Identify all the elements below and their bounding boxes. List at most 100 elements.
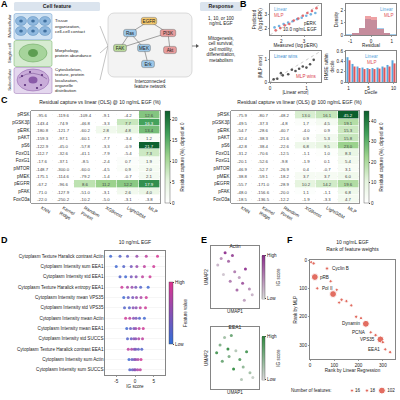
- svg-text:pFAK: pFAK: [218, 189, 230, 194]
- svg-text:-109.4: -109.4: [79, 113, 92, 118]
- svg-text:pFAK: pFAK: [18, 189, 30, 194]
- svg-text:1.2: 1.2: [146, 136, 153, 141]
- svg-text:10: 10: [371, 180, 377, 185]
- svg-text:Cyclin B: Cyclin B: [332, 266, 349, 271]
- svg-text:-38.8: -38.8: [237, 174, 247, 179]
- svg-text:-5: -5: [114, 379, 119, 384]
- svg-text:0.7: 0.7: [125, 159, 132, 164]
- svg-text:19.6: 19.6: [344, 182, 353, 187]
- svg-text:2.1: 2.1: [146, 174, 153, 179]
- svg-text:-40.7: -40.7: [279, 128, 289, 133]
- svg-text:5: 5: [172, 180, 175, 185]
- svg-text:Cytoplasm Intensity std EEA1: Cytoplasm Intensity std EEA1: [43, 274, 104, 279]
- svg-text:-48.0: -48.0: [237, 190, 247, 195]
- svg-text:-46.9: -46.9: [237, 167, 247, 172]
- svg-text:-20.0: -20.0: [279, 190, 289, 195]
- svg-text:23.0: 23.0: [344, 144, 353, 149]
- svg-text:-119.6: -119.6: [57, 113, 69, 118]
- svg-text:Low: Low: [175, 342, 184, 347]
- svg-text:IG score: IG score: [276, 349, 281, 367]
- svg-text:IG score: IG score: [126, 384, 144, 389]
- svg-text:-1.9: -1.9: [302, 159, 310, 164]
- svg-text:RandomForest: RandomForest: [80, 205, 101, 223]
- svg-text:-75.9: -75.9: [237, 113, 247, 118]
- svg-text:FoxO3a: FoxO3a: [13, 197, 30, 202]
- svg-text:-26.9: -26.9: [279, 167, 289, 172]
- svg-text:1.7: 1.7: [303, 121, 310, 126]
- svg-text:3: 3: [264, 12, 267, 17]
- svg-text:4.0: 4.0: [146, 190, 153, 195]
- svg-text:-12.5: -12.5: [279, 151, 289, 156]
- svg-text:|MLP error|: |MLP error|: [258, 55, 263, 78]
- svg-text:Residual: Residual: [362, 43, 380, 48]
- svg-text:-49.5: -49.5: [237, 121, 247, 126]
- svg-text:-60.0: -60.0: [80, 167, 90, 172]
- svg-text:-4.8: -4.8: [280, 121, 288, 126]
- svg-text:30: 30: [371, 139, 377, 144]
- svg-text:0: 0: [370, 39, 373, 44]
- svg-text:0.2: 0.2: [337, 69, 344, 74]
- svg-text:Feature value: Feature value: [183, 299, 188, 328]
- svg-text:MLP: MLP: [148, 205, 159, 214]
- svg-text:PI3K: PI3K: [163, 31, 174, 36]
- svg-text:UMAP2: UMAP2: [204, 350, 209, 366]
- svg-text:-60.2: -60.2: [80, 128, 90, 133]
- svg-text:7.3: 7.3: [146, 151, 153, 156]
- svg-text:6.8: 6.8: [303, 144, 310, 149]
- svg-text:UMAP1: UMAP1: [227, 309, 243, 314]
- svg-text:10: 10: [172, 159, 178, 164]
- svg-text:pEGFR: pEGFR: [14, 181, 30, 186]
- svg-text:-38.3: -38.3: [258, 136, 268, 141]
- svg-text:Rank by MLP: Rank by MLP: [293, 296, 298, 324]
- svg-text:pERK: pERK: [18, 128, 31, 133]
- svg-text:1.9: 1.9: [146, 159, 153, 164]
- svg-text:Cytoskeleton,texture, proteinl: Cytoskeleton,texture, proteinlocalizatio…: [55, 67, 85, 93]
- svg-text:pRSK: pRSK: [18, 112, 31, 117]
- svg-text:16.1: 16.1: [323, 113, 332, 118]
- svg-text:7.7: 7.7: [125, 121, 132, 126]
- svg-text:15: 15: [172, 138, 178, 143]
- svg-text:-3.3: -3.3: [102, 144, 110, 149]
- svg-text:-1.1: -1.1: [323, 190, 331, 195]
- svg-text:13.0: 13.0: [302, 113, 311, 118]
- svg-text:Cytoplasm Texture Haralick con: Cytoplasm Texture Haralick contrast Acti…: [19, 254, 104, 259]
- svg-text:pMEK: pMEK: [217, 174, 230, 179]
- svg-text:-148.7: -148.7: [36, 167, 49, 172]
- svg-text:Measured (log pERK): Measured (log pERK): [273, 43, 318, 48]
- svg-text:Dynamin: Dynamin: [342, 321, 361, 326]
- svg-text:-18.2: -18.2: [279, 174, 289, 179]
- svg-text:14.2: 14.2: [323, 182, 332, 187]
- svg-text:UMAP2: UMAP2: [204, 269, 209, 285]
- svg-text:Cytoplasm Texture Haralick ent: Cytoplasm Texture Haralick entropy EEA1: [18, 285, 104, 290]
- svg-text:pAKT: pAKT: [218, 135, 230, 140]
- svg-text:13.4: 13.4: [145, 128, 154, 133]
- svg-text:-171.0: -171.0: [257, 182, 270, 187]
- svg-text:2.0: 2.0: [146, 167, 153, 172]
- svg-text:pRB: pRB: [320, 275, 329, 280]
- svg-text:-67.2: -67.2: [37, 182, 47, 187]
- svg-text:KNN: KNN: [40, 205, 51, 214]
- svg-text:Low: Low: [267, 296, 276, 301]
- svg-text:-127.9: -127.9: [57, 190, 70, 195]
- svg-text:FoxO1: FoxO1: [216, 151, 230, 156]
- svg-text:-21.6: -21.6: [279, 136, 289, 141]
- svg-text:Tissueorganization,cell-cell c: Tissueorganization,cell-cell contact: [55, 18, 86, 34]
- svg-text:VPS35: VPS35: [360, 337, 375, 342]
- svg-text:2: 2: [340, 8, 343, 13]
- svg-text:0: 0: [264, 80, 267, 85]
- svg-text:Residual capture (%), clipped: Residual capture (%), clipped at 0: [379, 122, 384, 191]
- svg-text:-96.6: -96.6: [58, 182, 68, 187]
- svg-text:XGBoost: XGBoost: [105, 205, 124, 219]
- svg-text:Predicted(log pERK): Predicted(log pERK): [252, 8, 263, 31]
- svg-text:MLP: MLP: [347, 205, 358, 214]
- svg-text:-3.8: -3.8: [145, 197, 153, 202]
- svg-text:16: 16: [355, 388, 361, 393]
- svg-text:-0.7: -0.7: [323, 167, 331, 172]
- svg-text:pMTOR: pMTOR: [214, 166, 231, 171]
- svg-text:Erk: Erk: [145, 62, 153, 67]
- svg-text:-46.8: -46.8: [80, 121, 90, 126]
- svg-text:-4.2: -4.2: [124, 113, 132, 118]
- svg-text:-136.5: -136.5: [257, 197, 270, 202]
- svg-text:-28.6: -28.6: [258, 128, 268, 133]
- svg-text:19.1: 19.1: [344, 121, 353, 126]
